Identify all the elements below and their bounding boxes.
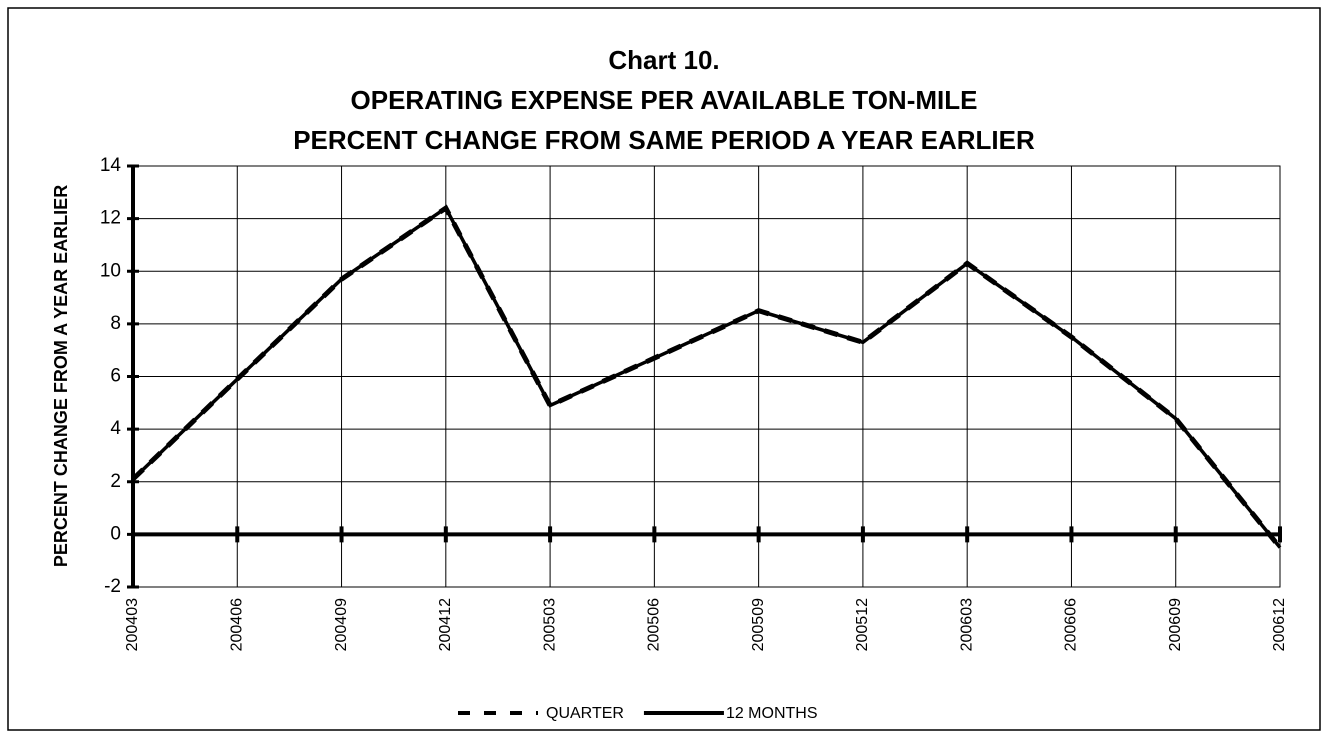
x-tick-label: 200412 (437, 598, 454, 651)
y-tick-label: 4 (110, 418, 121, 439)
series-line (131, 205, 1282, 549)
x-tick-label: 200509 (750, 598, 767, 651)
chart-title: PERCENT CHANGE FROM SAME PERIOD A YEAR E… (293, 125, 1035, 155)
x-tick-label: 200409 (333, 598, 350, 651)
chart-border (7, 7, 1321, 731)
legend-label: 12 MONTHS (726, 705, 818, 722)
y-tick-label: 2 (110, 471, 121, 492)
y-tick-label: 0 (110, 523, 121, 544)
y-tick-label: 14 (100, 155, 122, 176)
chart-title: Chart 10. (608, 45, 719, 75)
x-tick-label: 200512 (854, 598, 871, 651)
y-tick-label: -2 (104, 576, 121, 597)
y-tick-label: 8 (110, 313, 121, 334)
x-tick-label: 200506 (646, 598, 663, 651)
y-tick-label: 12 (100, 208, 121, 229)
y-tick-label: 6 (110, 366, 121, 387)
x-tick-label: 200503 (541, 598, 558, 651)
x-tick-label: 200406 (228, 598, 245, 651)
x-tick-label: 200603 (958, 598, 975, 651)
x-tick-label: 200609 (1167, 598, 1184, 651)
x-tick-label: 200612 (1271, 598, 1288, 651)
y-tick-label: 10 (100, 260, 121, 281)
x-tick-label: 200403 (124, 598, 141, 651)
legend-label: QUARTER (546, 705, 624, 722)
chart-title: OPERATING EXPENSE PER AVAILABLE TON-MILE (351, 85, 978, 115)
x-tick-label: 200606 (1063, 598, 1080, 651)
y-axis-label: PERCENT CHANGE FROM A YEAR EARLIER (51, 185, 71, 567)
